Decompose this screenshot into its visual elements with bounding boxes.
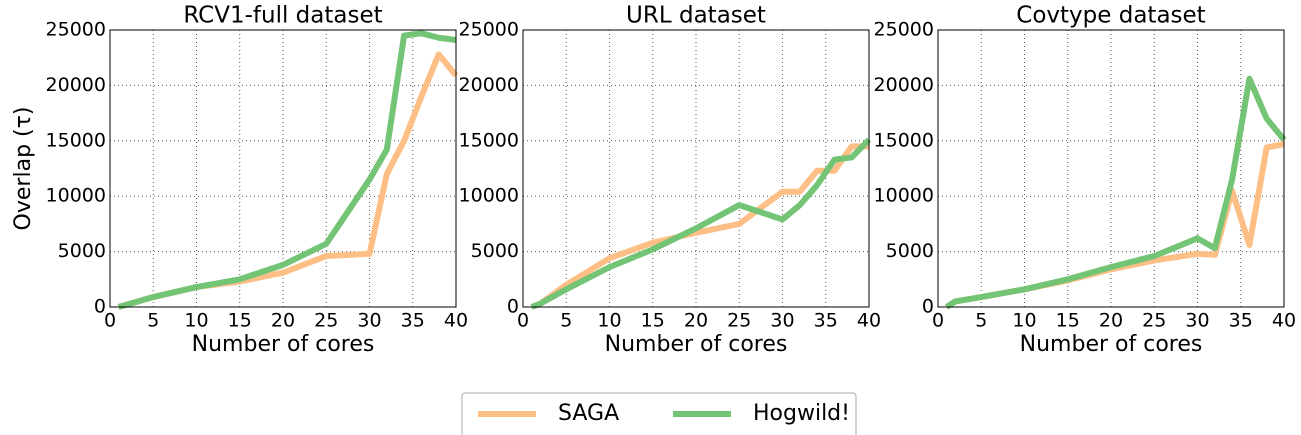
x-tick-label: 20	[1099, 310, 1123, 332]
y-axis-label: Overlap (τ)	[11, 107, 36, 231]
x-tick-label: 0	[517, 310, 529, 332]
y-tick-label: 5000	[886, 240, 934, 262]
x-tick-label: 25	[1142, 310, 1166, 332]
chart-title: URL dataset	[626, 3, 766, 29]
y-tick-label: 10000	[459, 185, 519, 207]
x-tick-label: 35	[814, 310, 838, 332]
legend-label: SAGA	[558, 401, 619, 426]
x-tick-label: 15	[641, 310, 665, 332]
x-tick-label: 5	[560, 310, 572, 332]
line	[945, 75, 1287, 310]
x-tick-label: 5	[975, 310, 987, 332]
x-tick-label: 25	[314, 310, 338, 332]
x-tick-label: 0	[932, 310, 944, 332]
x-tick-label: 5	[147, 310, 159, 332]
x-tick-label: 10	[597, 310, 621, 332]
legend-box	[461, 392, 857, 435]
x-tick-label: 40	[1272, 310, 1296, 332]
x-tick-label: 15	[228, 310, 252, 332]
x-axis-label: Number of cores	[192, 332, 375, 357]
y-tick-label: 25000	[874, 19, 934, 41]
y-tick-label: 20000	[459, 74, 519, 96]
y-tick-label: 20000	[874, 74, 934, 96]
x-tick-label: 15	[1056, 310, 1080, 332]
chart-title: RCV1-full dataset	[183, 3, 382, 29]
x-tick-label: 40	[444, 310, 468, 332]
y-tick-label: 5000	[58, 240, 106, 262]
x-tick-label: 30	[1185, 310, 1209, 332]
line	[117, 30, 457, 310]
line	[530, 143, 869, 310]
chart-title: Covtype dataset	[1016, 3, 1205, 29]
y-tick-label: 0	[94, 296, 106, 318]
x-tick-label: 25	[727, 310, 751, 332]
x-tick-label: 35	[401, 310, 425, 332]
y-tick-label: 0	[507, 296, 519, 318]
y-tick-label: 20000	[46, 74, 106, 96]
x-tick-label: 10	[1012, 310, 1036, 332]
x-axis-label: Number of cores	[605, 332, 788, 357]
x-tick-label: 0	[104, 310, 116, 332]
x-tick-label: 40	[857, 310, 881, 332]
x-axis-label: Number of cores	[1020, 332, 1203, 357]
plot-frame	[109, 29, 457, 308]
y-tick-label: 15000	[46, 129, 106, 151]
x-tick-label: 20	[271, 310, 295, 332]
y-tick-label: 10000	[46, 185, 106, 207]
x-tick-label: 35	[1229, 310, 1253, 332]
legend-label: Hogwild!	[753, 401, 850, 426]
y-tick-label: 25000	[459, 19, 519, 41]
x-tick-label: 10	[184, 310, 208, 332]
plot-frame	[937, 29, 1285, 308]
x-tick-label: 20	[684, 310, 708, 332]
x-tick-label: 30	[770, 310, 794, 332]
y-tick-label: 25000	[46, 19, 106, 41]
y-tick-label: 5000	[471, 240, 519, 262]
plot-frame	[522, 29, 870, 308]
line	[117, 51, 459, 310]
x-tick-label: 30	[357, 310, 381, 332]
y-tick-label: 0	[922, 296, 934, 318]
y-tick-label: 15000	[459, 129, 519, 151]
y-tick-label: 10000	[874, 185, 934, 207]
y-tick-label: 15000	[874, 129, 934, 151]
line	[530, 137, 872, 310]
